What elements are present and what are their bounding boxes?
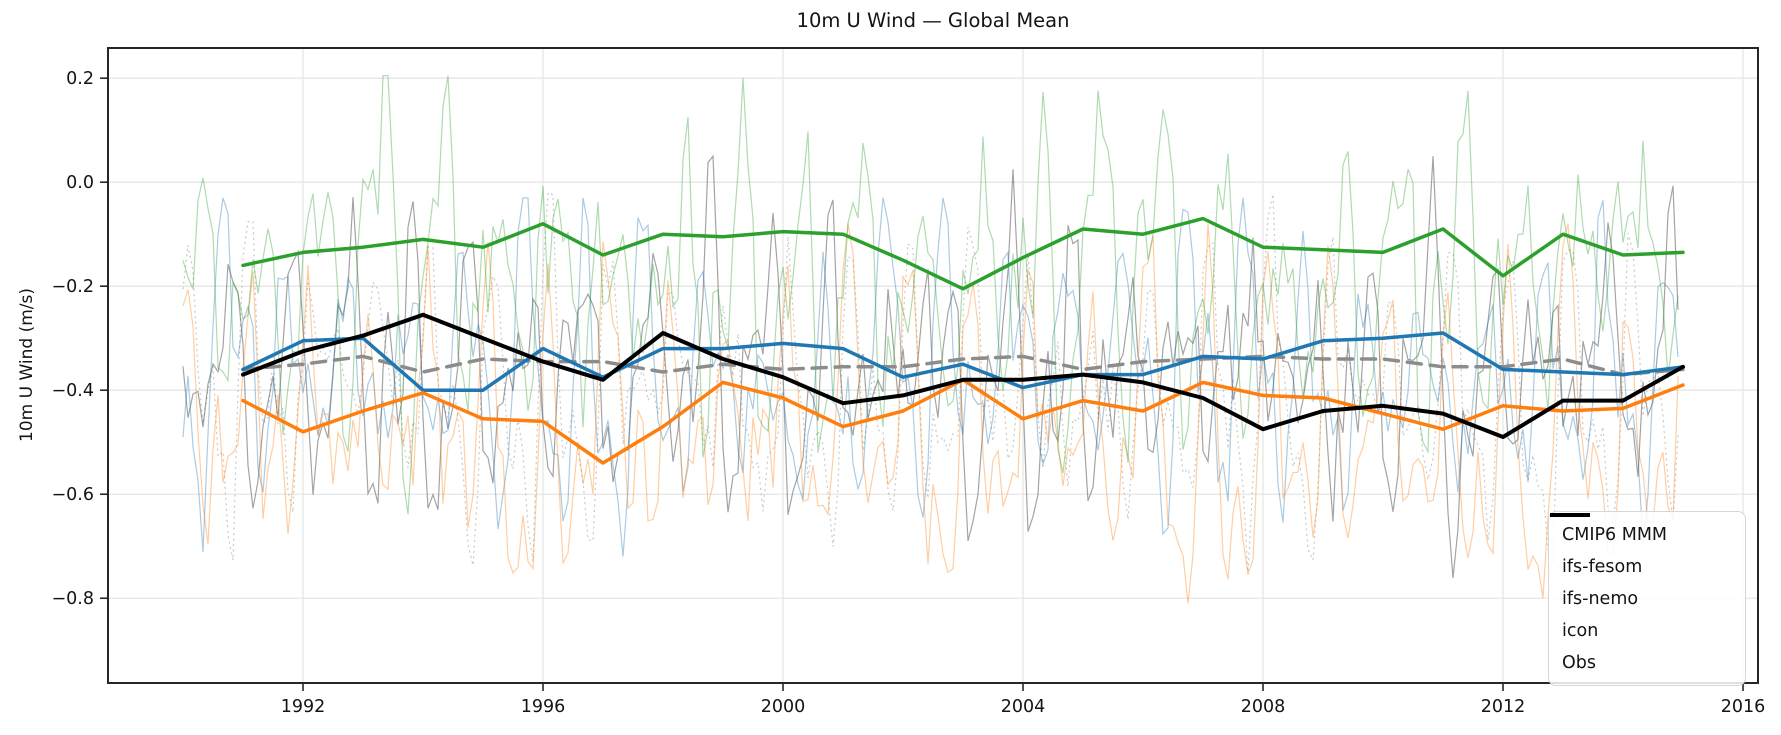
x-tick-label: 2000: [761, 697, 806, 717]
x-tick-label: 1992: [281, 697, 326, 717]
series-line-obs: [241, 312, 1685, 439]
legend-item-icon: icon: [1550, 513, 1731, 642]
y-tick-label: −0.6: [52, 485, 95, 505]
y-tick-labels: 0.2 0.0 −0.2 −0.4 −0.6 −0.8: [52, 69, 95, 609]
y-axis-label: 10m U Wind (m/s): [17, 288, 37, 442]
y-tick-label: 0.0: [66, 173, 94, 193]
legend-item-ifs-fesom: ifs-fesom: [1550, 513, 1731, 578]
series-line-ifs-fesom: [241, 331, 1685, 392]
legend-label: ifs-nemo: [1562, 588, 1639, 609]
monthly-line-ifs-nemo-monthly: [182, 223, 1679, 604]
chart-title: 10m U Wind — Global Mean: [796, 9, 1070, 32]
monthly-line-ifs-fesom-monthly: [182, 197, 1679, 557]
legend-label: CMIP6 MMM: [1562, 524, 1668, 545]
legend-label: Obs: [1562, 652, 1597, 673]
x-tick-label: 2016: [1721, 697, 1766, 717]
x-tick-label: 2004: [1001, 697, 1046, 717]
x-tick-label: 1996: [521, 697, 566, 717]
legend-item-cmip6-mmm: CMIP6 MMM: [1550, 513, 1731, 546]
annual-series-lines: [241, 216, 1685, 465]
legend-label: icon: [1562, 620, 1599, 641]
x-tick-label: 2008: [1241, 697, 1286, 717]
axes-frame: [107, 47, 1759, 684]
legend-label: ifs-fesom: [1562, 556, 1643, 577]
y-tick-label: −0.8: [52, 589, 95, 609]
legend-item-ifs-nemo: ifs-nemo: [1550, 513, 1731, 610]
series-line-icon: [241, 216, 1685, 291]
y-tick-label: −0.2: [52, 277, 95, 297]
y-tick-label: 0.2: [66, 69, 94, 89]
y-tick-label: −0.4: [52, 381, 95, 401]
monthly-background-lines: [182, 74, 1679, 604]
monthly-line-obs-monthly: [182, 154, 1679, 579]
legend-swatch-solid: [1550, 513, 1590, 517]
x-tick-label: 2012: [1481, 697, 1526, 717]
legend: CMIP6 MMM ifs-fesom ifs-nemo icon Obs: [1548, 511, 1746, 686]
tick-marks: [100, 77, 1744, 691]
monthly-line-cmip6-monthly: [182, 191, 1679, 575]
x-tick-labels: 1992 1996 2000 2004 2008 2012 2016: [281, 697, 1766, 717]
series-line-cmip6-mmm: [241, 354, 1685, 377]
legend-item-obs: Obs: [1550, 513, 1731, 674]
